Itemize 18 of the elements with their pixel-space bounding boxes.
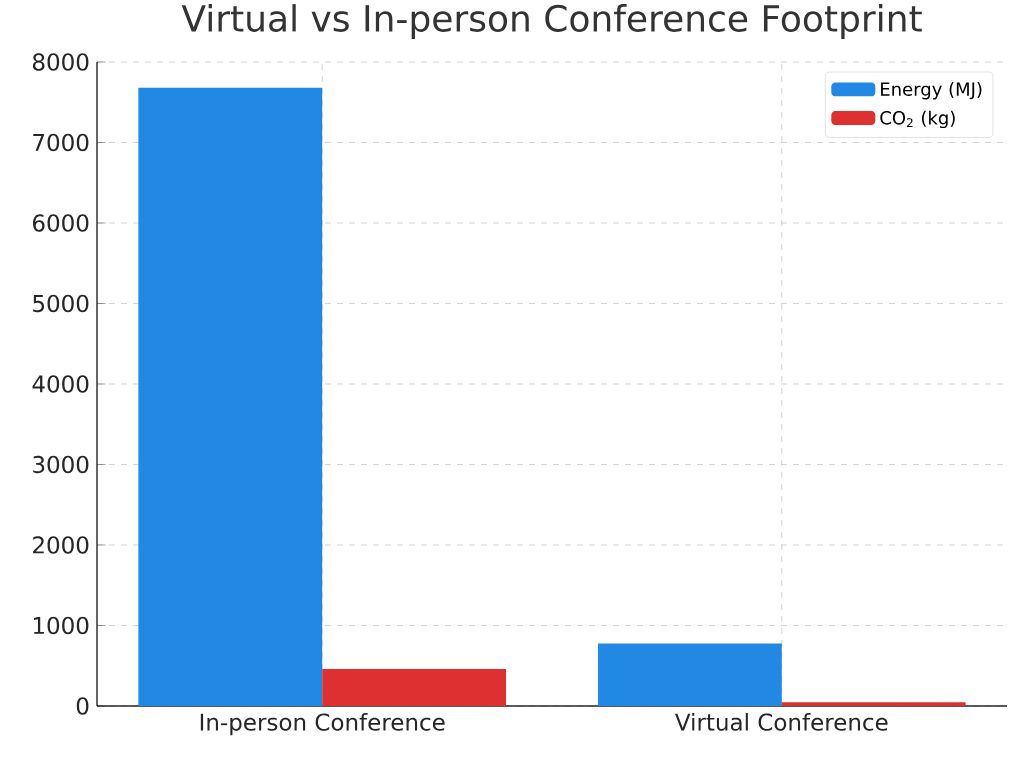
- bar: [597, 643, 782, 706]
- y-tick-label: 2000: [33, 536, 89, 554]
- chart-title: Virtual vs In-person Conference Footprint: [181, 4, 922, 39]
- y-tick-label: 7000: [33, 133, 89, 152]
- bar: [781, 702, 966, 706]
- y-tick-label: 0: [76, 697, 89, 715]
- legend-label: Energy (MJ): [881, 82, 982, 100]
- y-tick-label: 4000: [32, 375, 89, 393]
- y-tick-label: 6000: [33, 214, 89, 232]
- legend-label: CO$_{2}$ (kg): [880, 110, 955, 129]
- bar: [138, 87, 323, 706]
- y-tick-label: 3000: [33, 455, 89, 474]
- x-tick-label: Virtual Conference: [675, 713, 888, 731]
- x-tick-label: In-person Conference: [200, 713, 445, 736]
- y-tick-label: 5000: [33, 294, 89, 313]
- y-tick-label: 8000: [32, 53, 89, 71]
- y-tick-label: 1000: [33, 616, 89, 635]
- bar: [322, 668, 507, 706]
